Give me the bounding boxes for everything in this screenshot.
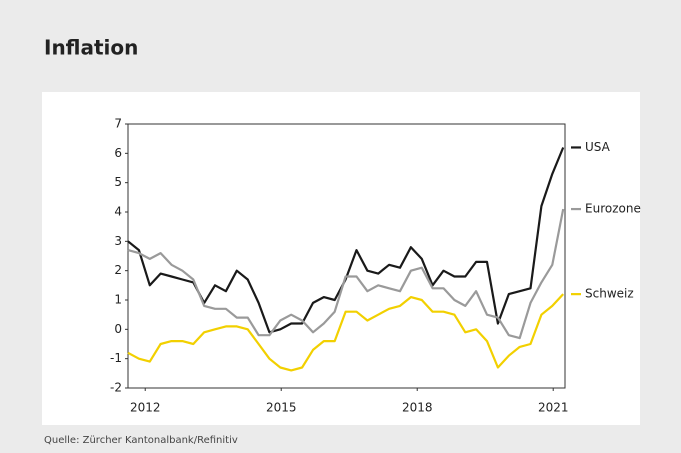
series-line bbox=[127, 208, 565, 340]
y-tick-label: -1 bbox=[110, 351, 122, 365]
panel bbox=[42, 92, 640, 425]
y-tick-label: 2 bbox=[114, 263, 122, 277]
chart-title: Inflation bbox=[44, 36, 138, 60]
source: Quelle: Zürcher Kantonalbank/Refinitiv bbox=[44, 435, 238, 446]
legend-label: Schweiz bbox=[585, 287, 634, 301]
x-tick-label: 2018 bbox=[402, 401, 433, 415]
y-tick-label: 6 bbox=[114, 146, 122, 160]
y-tick-label: 5 bbox=[114, 175, 122, 189]
y-tick-label: 3 bbox=[114, 234, 122, 248]
x-tick-label: 2015 bbox=[266, 401, 297, 415]
legend-label: USA bbox=[585, 140, 611, 154]
plot-frame bbox=[127, 123, 566, 389]
legend-label: Eurozone bbox=[585, 202, 641, 216]
series-line bbox=[127, 293, 565, 372]
y-tick-label: 0 bbox=[114, 322, 122, 336]
y-tick-label: 4 bbox=[114, 205, 122, 219]
x-tick-label: 2021 bbox=[538, 401, 569, 415]
x-tick-label: 2012 bbox=[130, 401, 161, 415]
y-tick-label: 7 bbox=[114, 117, 122, 131]
y-tick-label: 1 bbox=[114, 293, 122, 307]
y-tick-label: -2 bbox=[110, 381, 122, 395]
